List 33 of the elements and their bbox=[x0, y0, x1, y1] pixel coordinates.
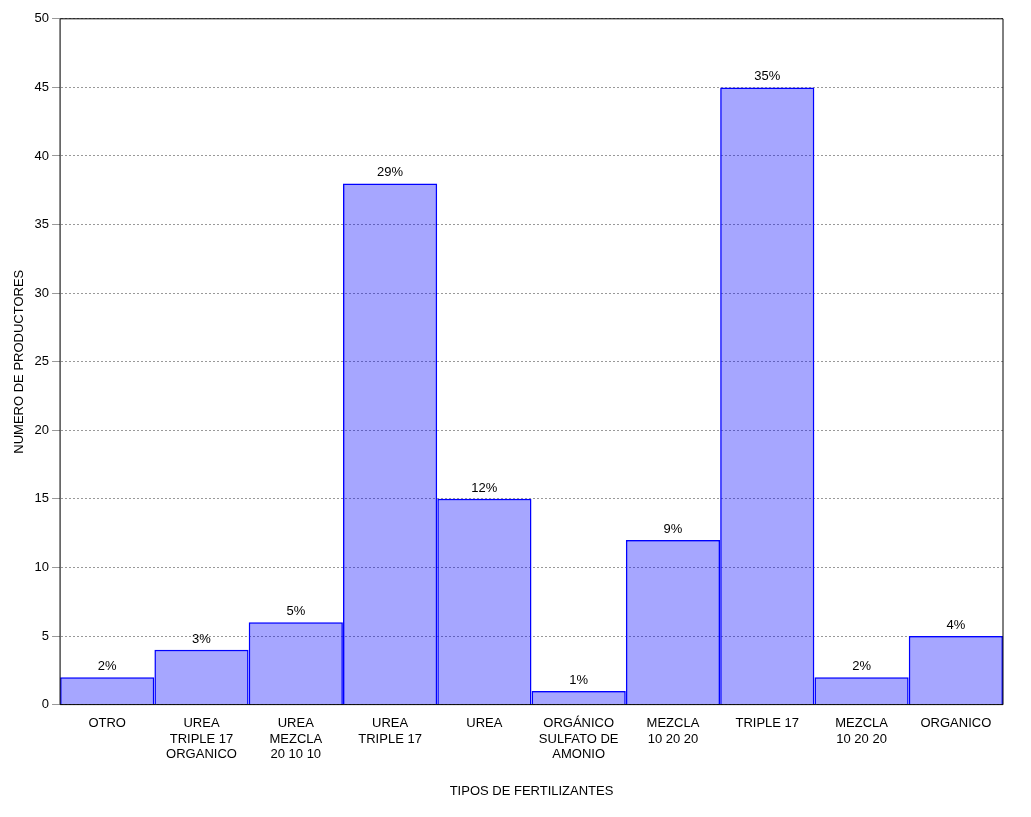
annotation: 9% bbox=[663, 521, 683, 537]
y-tick-label: 30 bbox=[34, 284, 50, 300]
x-tick-label: UREA bbox=[466, 714, 503, 730]
y-tick-label: 25 bbox=[34, 353, 50, 369]
y-tick-label: 5 bbox=[41, 627, 50, 643]
annotation: 2% bbox=[97, 658, 118, 674]
annotation: 3% bbox=[192, 630, 212, 646]
y-tick-label: 40 bbox=[34, 147, 50, 163]
annotation: 2% bbox=[852, 658, 872, 674]
x-tick-label: UREA TRIPLE 17 bbox=[358, 714, 422, 746]
x-tick-label: MEZCLA 10 20 20 bbox=[835, 714, 889, 746]
y-tick-label: 35 bbox=[34, 216, 50, 232]
y-tick-label: 15 bbox=[34, 490, 50, 506]
annotation: 4% bbox=[946, 617, 966, 633]
y-tick-label: 50 bbox=[34, 10, 50, 26]
y-tick-label: 45 bbox=[34, 78, 50, 94]
y-tick-label: 0 bbox=[41, 696, 50, 712]
x-tick-label: ORGANICO bbox=[920, 714, 992, 730]
x-axis-title: TIPOS DE FERTILIZANTES bbox=[449, 782, 614, 798]
x-tick-label: UREA MEZCLA 20 10 10 bbox=[269, 714, 323, 762]
x-tick-label: OTRO bbox=[88, 714, 126, 730]
x-tick-label: ORGÁNICO SULFATO DE AMONIO bbox=[538, 714, 619, 762]
x-tick-label: UREA TRIPLE 17 ORGANICO bbox=[166, 714, 237, 762]
y-tick-label: 20 bbox=[34, 421, 50, 437]
annotation: 35% bbox=[754, 68, 781, 84]
y-tick-label: 10 bbox=[34, 559, 50, 575]
annotation: 12% bbox=[471, 479, 498, 495]
annotation: 5% bbox=[286, 603, 306, 619]
annotation: 1% bbox=[569, 671, 589, 687]
annotation: 29% bbox=[377, 164, 404, 180]
x-tick-label: TRIPLE 17 bbox=[735, 714, 800, 730]
y-axis-title: NUMERO DE PRODUCTORES bbox=[11, 269, 27, 454]
x-tick-label: MEZCLA 10 20 20 bbox=[646, 714, 700, 746]
